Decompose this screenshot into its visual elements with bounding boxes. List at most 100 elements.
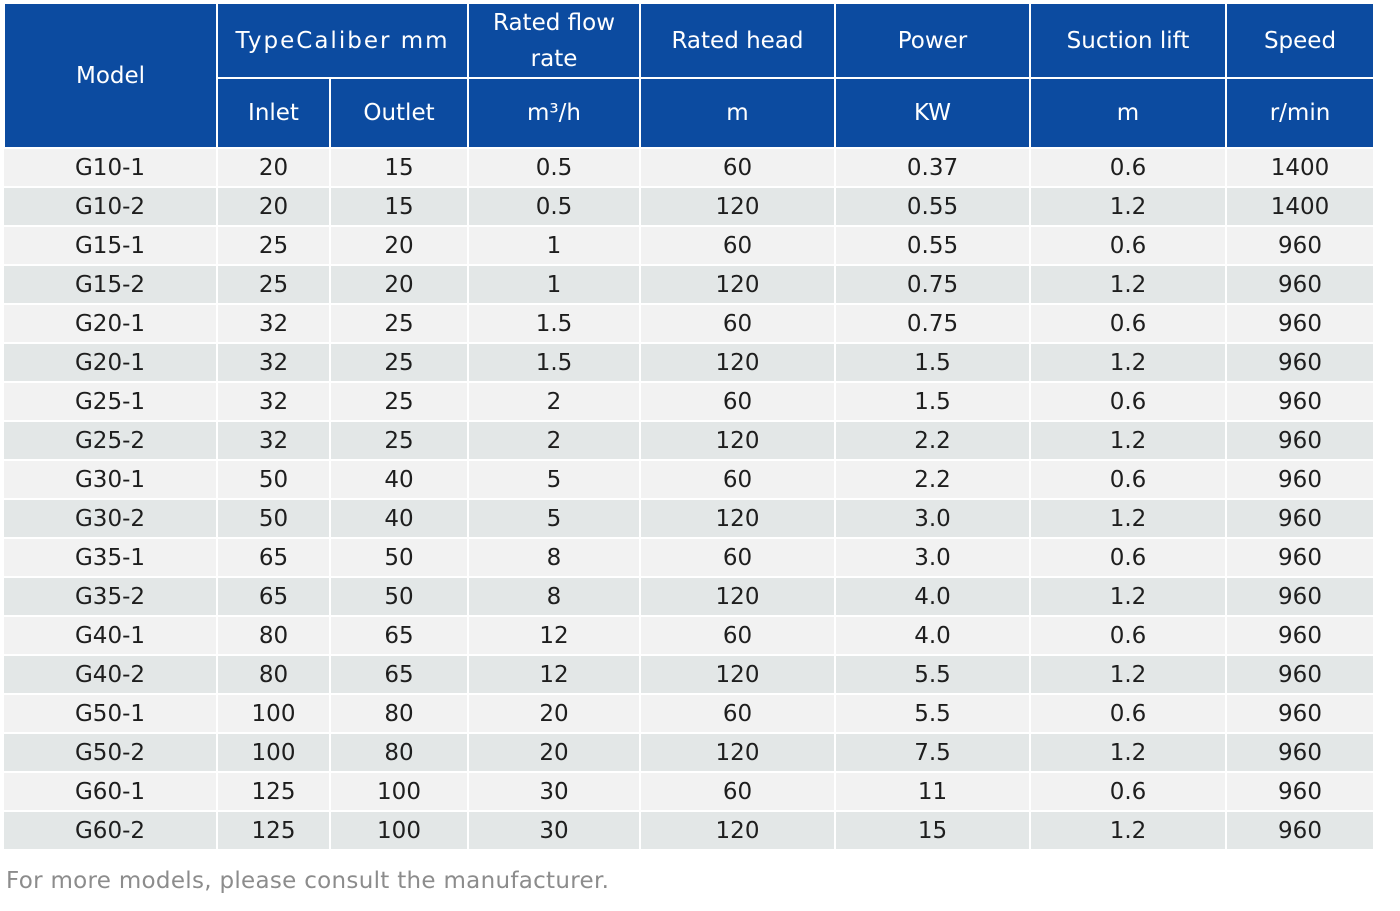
cell-speed: 960 [1226, 655, 1373, 695]
cell-inlet: 65 [217, 538, 331, 578]
cell-speed: 960 [1226, 772, 1373, 812]
cell-suction-lift: 0.6 [1030, 460, 1227, 500]
cell-rated-head: 120 [640, 343, 836, 383]
cell-flow-rate: 1.5 [468, 304, 641, 344]
cell-power: 0.75 [835, 304, 1031, 344]
cell-rated-head: 60 [640, 148, 836, 188]
cell-suction-lift: 1.2 [1030, 265, 1227, 305]
cell-model: G15-2 [4, 265, 218, 305]
cell-inlet: 100 [217, 733, 331, 773]
header-row-units: Inlet Outlet m³/h m KW m r/min [4, 77, 1373, 149]
cell-power: 4.0 [835, 577, 1031, 617]
cell-inlet: 80 [217, 616, 331, 656]
cell-rated-head: 60 [640, 304, 836, 344]
cell-flow-rate: 0.5 [468, 148, 641, 188]
table-row: G15-2 25 20 1 120 0.75 1.2 960 [4, 265, 1373, 305]
cell-rated-head: 60 [640, 226, 836, 266]
cell-speed: 960 [1226, 382, 1373, 422]
cell-flow-rate: 1 [468, 226, 641, 266]
header-head-unit: m [639, 77, 836, 149]
cell-rated-head: 120 [640, 499, 836, 539]
cell-model: G25-2 [4, 421, 218, 461]
cell-outlet: 80 [330, 733, 469, 773]
header-model: Model [3, 2, 218, 149]
cell-speed: 960 [1226, 811, 1373, 851]
cell-flow-rate: 5 [468, 499, 641, 539]
cell-flow-rate: 20 [468, 733, 641, 773]
cell-flow-rate: 30 [468, 811, 641, 851]
cell-suction-lift: 0.6 [1030, 694, 1227, 734]
cell-rated-head: 60 [640, 616, 836, 656]
cell-speed: 960 [1226, 694, 1373, 734]
cell-model: G35-2 [4, 577, 218, 617]
cell-speed: 960 [1226, 538, 1373, 578]
cell-outlet: 20 [330, 265, 469, 305]
cell-rated-head: 120 [640, 577, 836, 617]
header-suction-unit: m [1029, 77, 1227, 149]
cell-rated-head: 120 [640, 187, 836, 227]
cell-outlet: 25 [330, 382, 469, 422]
header-type-caliber: TypeCaliber mm [216, 2, 469, 79]
header-suction-lift: Suction lift [1029, 2, 1227, 79]
table-row: G15-1 25 20 1 60 0.55 0.6 960 [4, 226, 1373, 266]
cell-power: 1.5 [835, 382, 1031, 422]
cell-model: G40-2 [4, 655, 218, 695]
header-speed-unit: r/min [1225, 77, 1373, 149]
table-row: G10-2 20 15 0.5 120 0.55 1.2 1400 [4, 187, 1373, 227]
cell-rated-head: 60 [640, 460, 836, 500]
header-row-top: Model TypeCaliber mm Rated flow rate Rat… [3, 2, 1373, 149]
header-rated-head: Rated head [639, 2, 836, 79]
cell-power: 3.0 [835, 499, 1031, 539]
cell-inlet: 65 [217, 577, 331, 617]
cell-suction-lift: 1.2 [1030, 733, 1227, 773]
cell-flow-rate: 5 [468, 460, 641, 500]
footnote: For more models, please consult the manu… [6, 868, 610, 894]
cell-flow-rate: 0.5 [468, 187, 641, 227]
cell-outlet: 80 [330, 694, 469, 734]
table-row: G40-1 80 65 12 60 4.0 0.6 960 [4, 616, 1373, 656]
cell-suction-lift: 1.2 [1030, 811, 1227, 851]
cell-flow-rate: 8 [468, 538, 641, 578]
cell-suction-lift: 1.2 [1030, 655, 1227, 695]
cell-power: 1.5 [835, 343, 1031, 383]
cell-outlet: 50 [330, 538, 469, 578]
cell-inlet: 20 [217, 148, 331, 188]
cell-inlet: 125 [217, 772, 331, 812]
cell-inlet: 25 [217, 265, 331, 305]
cell-rated-head: 60 [640, 772, 836, 812]
cell-model: G35-1 [4, 538, 218, 578]
cell-flow-rate: 1 [468, 265, 641, 305]
header-outlet: Outlet [329, 77, 469, 149]
cell-outlet: 15 [330, 187, 469, 227]
cell-model: G25-1 [4, 382, 218, 422]
cell-outlet: 50 [330, 577, 469, 617]
cell-power: 2.2 [835, 421, 1031, 461]
cell-inlet: 32 [217, 382, 331, 422]
cell-speed: 960 [1226, 460, 1373, 500]
cell-power: 11 [835, 772, 1031, 812]
cell-power: 7.5 [835, 733, 1031, 773]
cell-rated-head: 120 [640, 811, 836, 851]
cell-outlet: 15 [330, 148, 469, 188]
table-row: G50-1 100 80 20 60 5.5 0.6 960 [4, 694, 1373, 734]
cell-flow-rate: 1.5 [468, 343, 641, 383]
cell-inlet: 100 [217, 694, 331, 734]
cell-rated-head: 120 [640, 655, 836, 695]
cell-power: 0.55 [835, 187, 1031, 227]
cell-speed: 960 [1226, 499, 1373, 539]
table-row: G50-2 100 80 20 120 7.5 1.2 960 [4, 733, 1373, 773]
cell-power: 0.55 [835, 226, 1031, 266]
cell-model: G40-1 [4, 616, 218, 656]
header-speed: Speed [1225, 2, 1373, 79]
cell-power: 5.5 [835, 655, 1031, 695]
table-row: G10-1 20 15 0.5 60 0.37 0.6 1400 [4, 148, 1373, 188]
cell-outlet: 100 [330, 811, 469, 851]
cell-power: 4.0 [835, 616, 1031, 656]
cell-suction-lift: 1.2 [1030, 343, 1227, 383]
cell-flow-rate: 2 [468, 382, 641, 422]
cell-inlet: 32 [217, 343, 331, 383]
cell-model: G50-2 [4, 733, 218, 773]
cell-flow-rate: 20 [468, 694, 641, 734]
cell-speed: 960 [1226, 616, 1373, 656]
cell-speed: 960 [1226, 577, 1373, 617]
